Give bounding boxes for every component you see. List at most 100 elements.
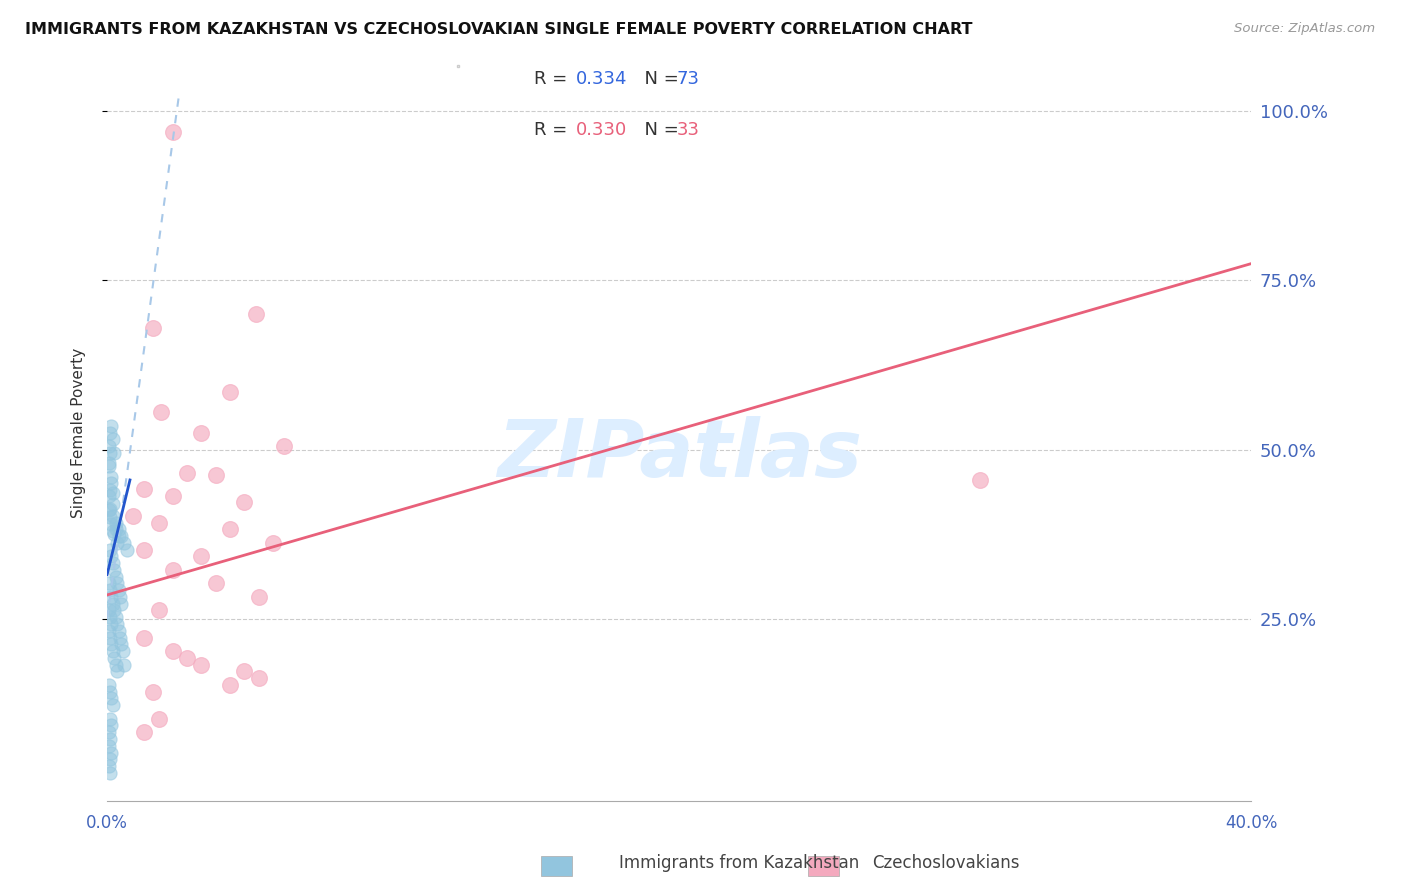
Point bbox=[105, 665, 128, 679]
Point bbox=[245, 307, 267, 321]
Point bbox=[100, 691, 122, 706]
Point bbox=[97, 489, 120, 503]
Point bbox=[101, 508, 124, 523]
Point bbox=[148, 712, 170, 726]
Point bbox=[100, 590, 122, 604]
Point bbox=[98, 459, 121, 474]
Point bbox=[98, 446, 121, 460]
Point bbox=[98, 542, 121, 557]
Point bbox=[110, 529, 132, 543]
Point bbox=[101, 486, 124, 500]
Point bbox=[101, 524, 124, 538]
Point bbox=[98, 503, 121, 517]
Point bbox=[97, 678, 120, 692]
Point bbox=[219, 385, 242, 400]
Point bbox=[98, 631, 121, 645]
Point bbox=[107, 624, 129, 638]
Point bbox=[100, 469, 122, 483]
Point bbox=[969, 473, 991, 487]
Point bbox=[98, 752, 121, 766]
Point bbox=[98, 425, 121, 440]
Point bbox=[110, 637, 132, 651]
Point bbox=[107, 529, 129, 543]
Point bbox=[98, 684, 121, 698]
Point bbox=[134, 631, 156, 645]
Point bbox=[134, 482, 156, 496]
Point bbox=[108, 631, 131, 645]
Point bbox=[103, 603, 125, 617]
Point bbox=[104, 657, 127, 672]
Point bbox=[100, 549, 122, 564]
Point bbox=[100, 637, 122, 651]
Point bbox=[97, 739, 120, 753]
Text: 0.334: 0.334 bbox=[576, 70, 627, 87]
Point bbox=[104, 570, 127, 584]
Point bbox=[150, 405, 173, 419]
Text: 33: 33 bbox=[676, 121, 700, 139]
Point bbox=[190, 425, 212, 440]
Point bbox=[98, 712, 121, 726]
Point bbox=[247, 590, 270, 604]
Point bbox=[219, 522, 242, 536]
Text: IMMIGRANTS FROM KAZAKHSTAN VS CZECHOSLOVAKIAN SINGLE FEMALE POVERTY CORRELATION : IMMIGRANTS FROM KAZAKHSTAN VS CZECHOSLOV… bbox=[25, 22, 973, 37]
Point bbox=[142, 320, 165, 334]
Point bbox=[176, 650, 198, 665]
Point bbox=[121, 508, 143, 523]
Point bbox=[98, 583, 121, 598]
Point bbox=[101, 597, 124, 611]
Point bbox=[97, 439, 120, 453]
Point bbox=[100, 746, 122, 760]
Point bbox=[104, 516, 127, 530]
Point bbox=[262, 536, 284, 550]
Point bbox=[103, 527, 125, 541]
Point bbox=[101, 433, 124, 447]
Point bbox=[233, 495, 256, 509]
Text: N =: N = bbox=[634, 121, 685, 139]
Text: Immigrants from Kazakhstan: Immigrants from Kazakhstan bbox=[619, 855, 859, 872]
Point bbox=[98, 765, 121, 780]
Point bbox=[98, 610, 121, 624]
Point bbox=[103, 563, 125, 577]
Point bbox=[97, 759, 120, 773]
Point bbox=[101, 698, 124, 713]
Point bbox=[101, 497, 124, 511]
Point bbox=[97, 576, 120, 591]
Point bbox=[110, 597, 132, 611]
Point bbox=[101, 644, 124, 658]
Point bbox=[112, 536, 135, 550]
Point bbox=[98, 502, 121, 516]
Point bbox=[162, 125, 184, 139]
Point bbox=[162, 489, 184, 503]
Point bbox=[97, 603, 120, 617]
Point bbox=[103, 650, 125, 665]
Point bbox=[115, 542, 138, 557]
Point bbox=[190, 549, 212, 564]
Point bbox=[108, 590, 131, 604]
Text: R =: R = bbox=[534, 121, 572, 139]
Point bbox=[107, 583, 129, 598]
Point bbox=[98, 731, 121, 746]
Point bbox=[112, 657, 135, 672]
Point bbox=[100, 418, 122, 433]
Text: 0.330: 0.330 bbox=[576, 121, 627, 139]
Point bbox=[104, 610, 127, 624]
Point bbox=[105, 576, 128, 591]
Point bbox=[97, 456, 120, 470]
Point bbox=[148, 603, 170, 617]
Text: 73: 73 bbox=[676, 70, 700, 87]
Text: ZIPatlas: ZIPatlas bbox=[496, 416, 862, 494]
Point bbox=[100, 718, 122, 732]
Point bbox=[190, 657, 212, 672]
Text: N =: N = bbox=[634, 70, 685, 87]
Point bbox=[204, 576, 226, 591]
Point bbox=[103, 446, 125, 460]
Point bbox=[134, 725, 156, 739]
Point bbox=[105, 536, 128, 550]
Point bbox=[247, 671, 270, 685]
Point bbox=[107, 522, 129, 536]
Point bbox=[105, 617, 128, 632]
Point bbox=[142, 684, 165, 698]
Point bbox=[134, 542, 156, 557]
Point bbox=[162, 563, 184, 577]
Point bbox=[162, 644, 184, 658]
